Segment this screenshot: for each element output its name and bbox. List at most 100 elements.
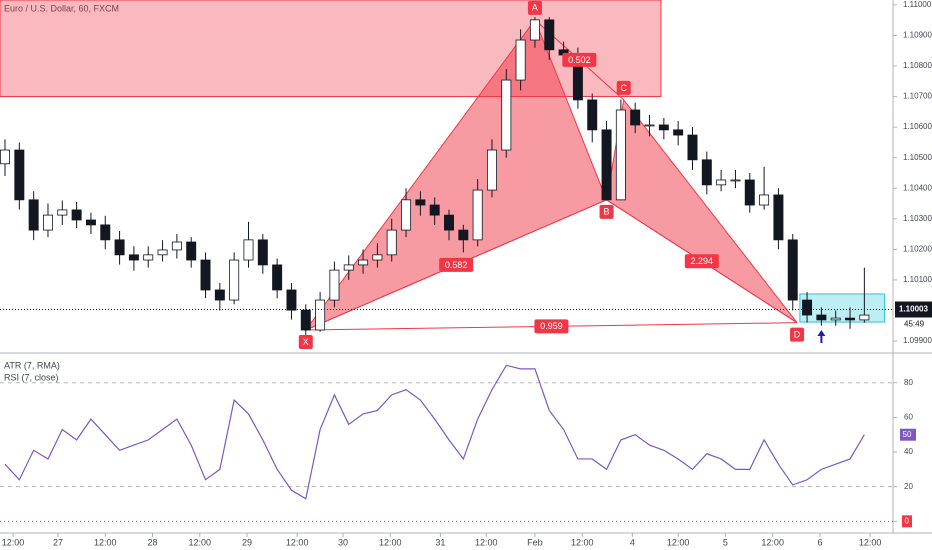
candle-body <box>14 149 25 201</box>
candle-body <box>143 254 154 261</box>
x-tick-label: 4 <box>630 537 635 547</box>
point-label: A <box>532 3 538 13</box>
candle-body <box>859 314 870 321</box>
x-tick-label: 5 <box>723 537 728 547</box>
candle-body <box>701 159 712 186</box>
candle-body <box>716 179 727 186</box>
countdown-label: 45:49 <box>904 320 925 329</box>
ratio-label: 0.582 <box>445 260 468 270</box>
ratio-label: 0.502 <box>568 55 591 65</box>
candle-body <box>544 19 555 51</box>
candle-body <box>401 199 412 231</box>
y-tick-label: 60 <box>904 412 913 421</box>
candle-body <box>601 129 612 201</box>
candle-body <box>673 129 684 136</box>
candle-body <box>300 309 311 331</box>
point-label-box <box>298 335 313 349</box>
point-label: D <box>794 330 801 340</box>
x-tick-label: 27 <box>53 537 63 547</box>
x-tick-label: 28 <box>148 537 158 547</box>
y-tick-label: 1.10500 <box>903 153 932 162</box>
x-tick-label: 12:00 <box>667 537 690 547</box>
candle-body <box>444 214 454 231</box>
x-tick-label: 6 <box>817 537 822 547</box>
x-tick-label: 12:00 <box>94 537 117 547</box>
candle-body <box>845 317 856 321</box>
candle-body <box>744 179 755 206</box>
y-tick-label: 80 <box>904 378 913 387</box>
y-tick-label: 1.10800 <box>903 61 932 70</box>
candle-body <box>486 149 497 191</box>
x-tick-label: 12:00 <box>379 537 402 547</box>
x-tick-label: 12:00 <box>571 537 594 547</box>
candle-body <box>730 179 741 182</box>
candle-body <box>458 229 469 241</box>
candle-body <box>415 199 426 206</box>
x-tick-label: 12:00 <box>286 537 309 547</box>
candle-body <box>243 239 254 261</box>
signal-arrow <box>817 330 826 343</box>
y-tick-label: 1.10200 <box>903 244 932 253</box>
candle-body <box>615 109 626 201</box>
x-tick-label: 12:00 <box>2 537 25 547</box>
ratio-label: 2.294 <box>691 256 714 266</box>
candle-body <box>171 241 182 251</box>
x-tick-label: Feb <box>527 537 543 547</box>
candle-body <box>515 39 526 81</box>
indicator-label: ATR (7, RMA) <box>4 360 60 370</box>
candle-body <box>644 124 655 127</box>
x-tick-label: 30 <box>338 537 348 547</box>
ratio-label-box <box>439 257 474 272</box>
x-tick-label: 12:00 <box>761 537 784 547</box>
y-tick-label: 0 <box>905 516 910 525</box>
y-tick-label: 1.10700 <box>903 92 932 101</box>
candle-body <box>816 314 827 321</box>
zero-box <box>902 515 912 528</box>
rsi-value-label: 50 <box>903 430 912 439</box>
candle-body <box>57 209 68 216</box>
candle-body <box>229 259 240 301</box>
candle-body <box>157 249 168 256</box>
last-price-box <box>895 301 932 318</box>
y-tick-label: 1.10100 <box>903 275 932 284</box>
candle-body <box>71 209 82 221</box>
candle-body <box>658 124 669 131</box>
candle-body <box>386 229 397 256</box>
candle-body <box>773 194 784 241</box>
candle-body <box>28 199 39 231</box>
x-tick-label: 12:00 <box>189 537 212 547</box>
ratio-label-box <box>684 254 719 269</box>
point-label: B <box>604 207 610 217</box>
candle-body <box>587 99 598 131</box>
ratio-label-box <box>562 52 597 67</box>
y-tick-label: 1.09900 <box>903 336 932 345</box>
point-label: X <box>303 337 309 347</box>
x-tick-label: 29 <box>242 537 252 547</box>
countdown-box <box>895 317 932 331</box>
y-tick-label: 20 <box>904 482 913 491</box>
last-price-label: 1.10003 <box>899 305 928 314</box>
candle-body <box>257 239 268 266</box>
y-tick-label: 1.11000 <box>903 0 932 9</box>
target-zone <box>799 293 885 323</box>
candle-body <box>358 259 369 266</box>
candle-body <box>100 224 111 241</box>
candle-body <box>42 214 53 231</box>
candle-body <box>787 239 798 301</box>
supply-zone <box>0 0 662 98</box>
point-label: C <box>620 83 627 93</box>
indicator-label: RSI (7, close) <box>4 372 59 382</box>
candle-body <box>830 317 841 321</box>
candle-body <box>200 259 211 291</box>
candle-body <box>687 134 698 161</box>
candle-body <box>372 254 383 261</box>
y-tick-label: 1.10600 <box>903 122 932 131</box>
candle-body <box>630 109 641 126</box>
ratio-label: 0.959 <box>540 321 563 331</box>
x-tick-label: 12:00 <box>475 537 498 547</box>
rsi-line <box>4 364 865 500</box>
y-tick-label: 40 <box>904 447 913 456</box>
point-label-box <box>790 327 805 342</box>
candle-body <box>529 19 540 41</box>
